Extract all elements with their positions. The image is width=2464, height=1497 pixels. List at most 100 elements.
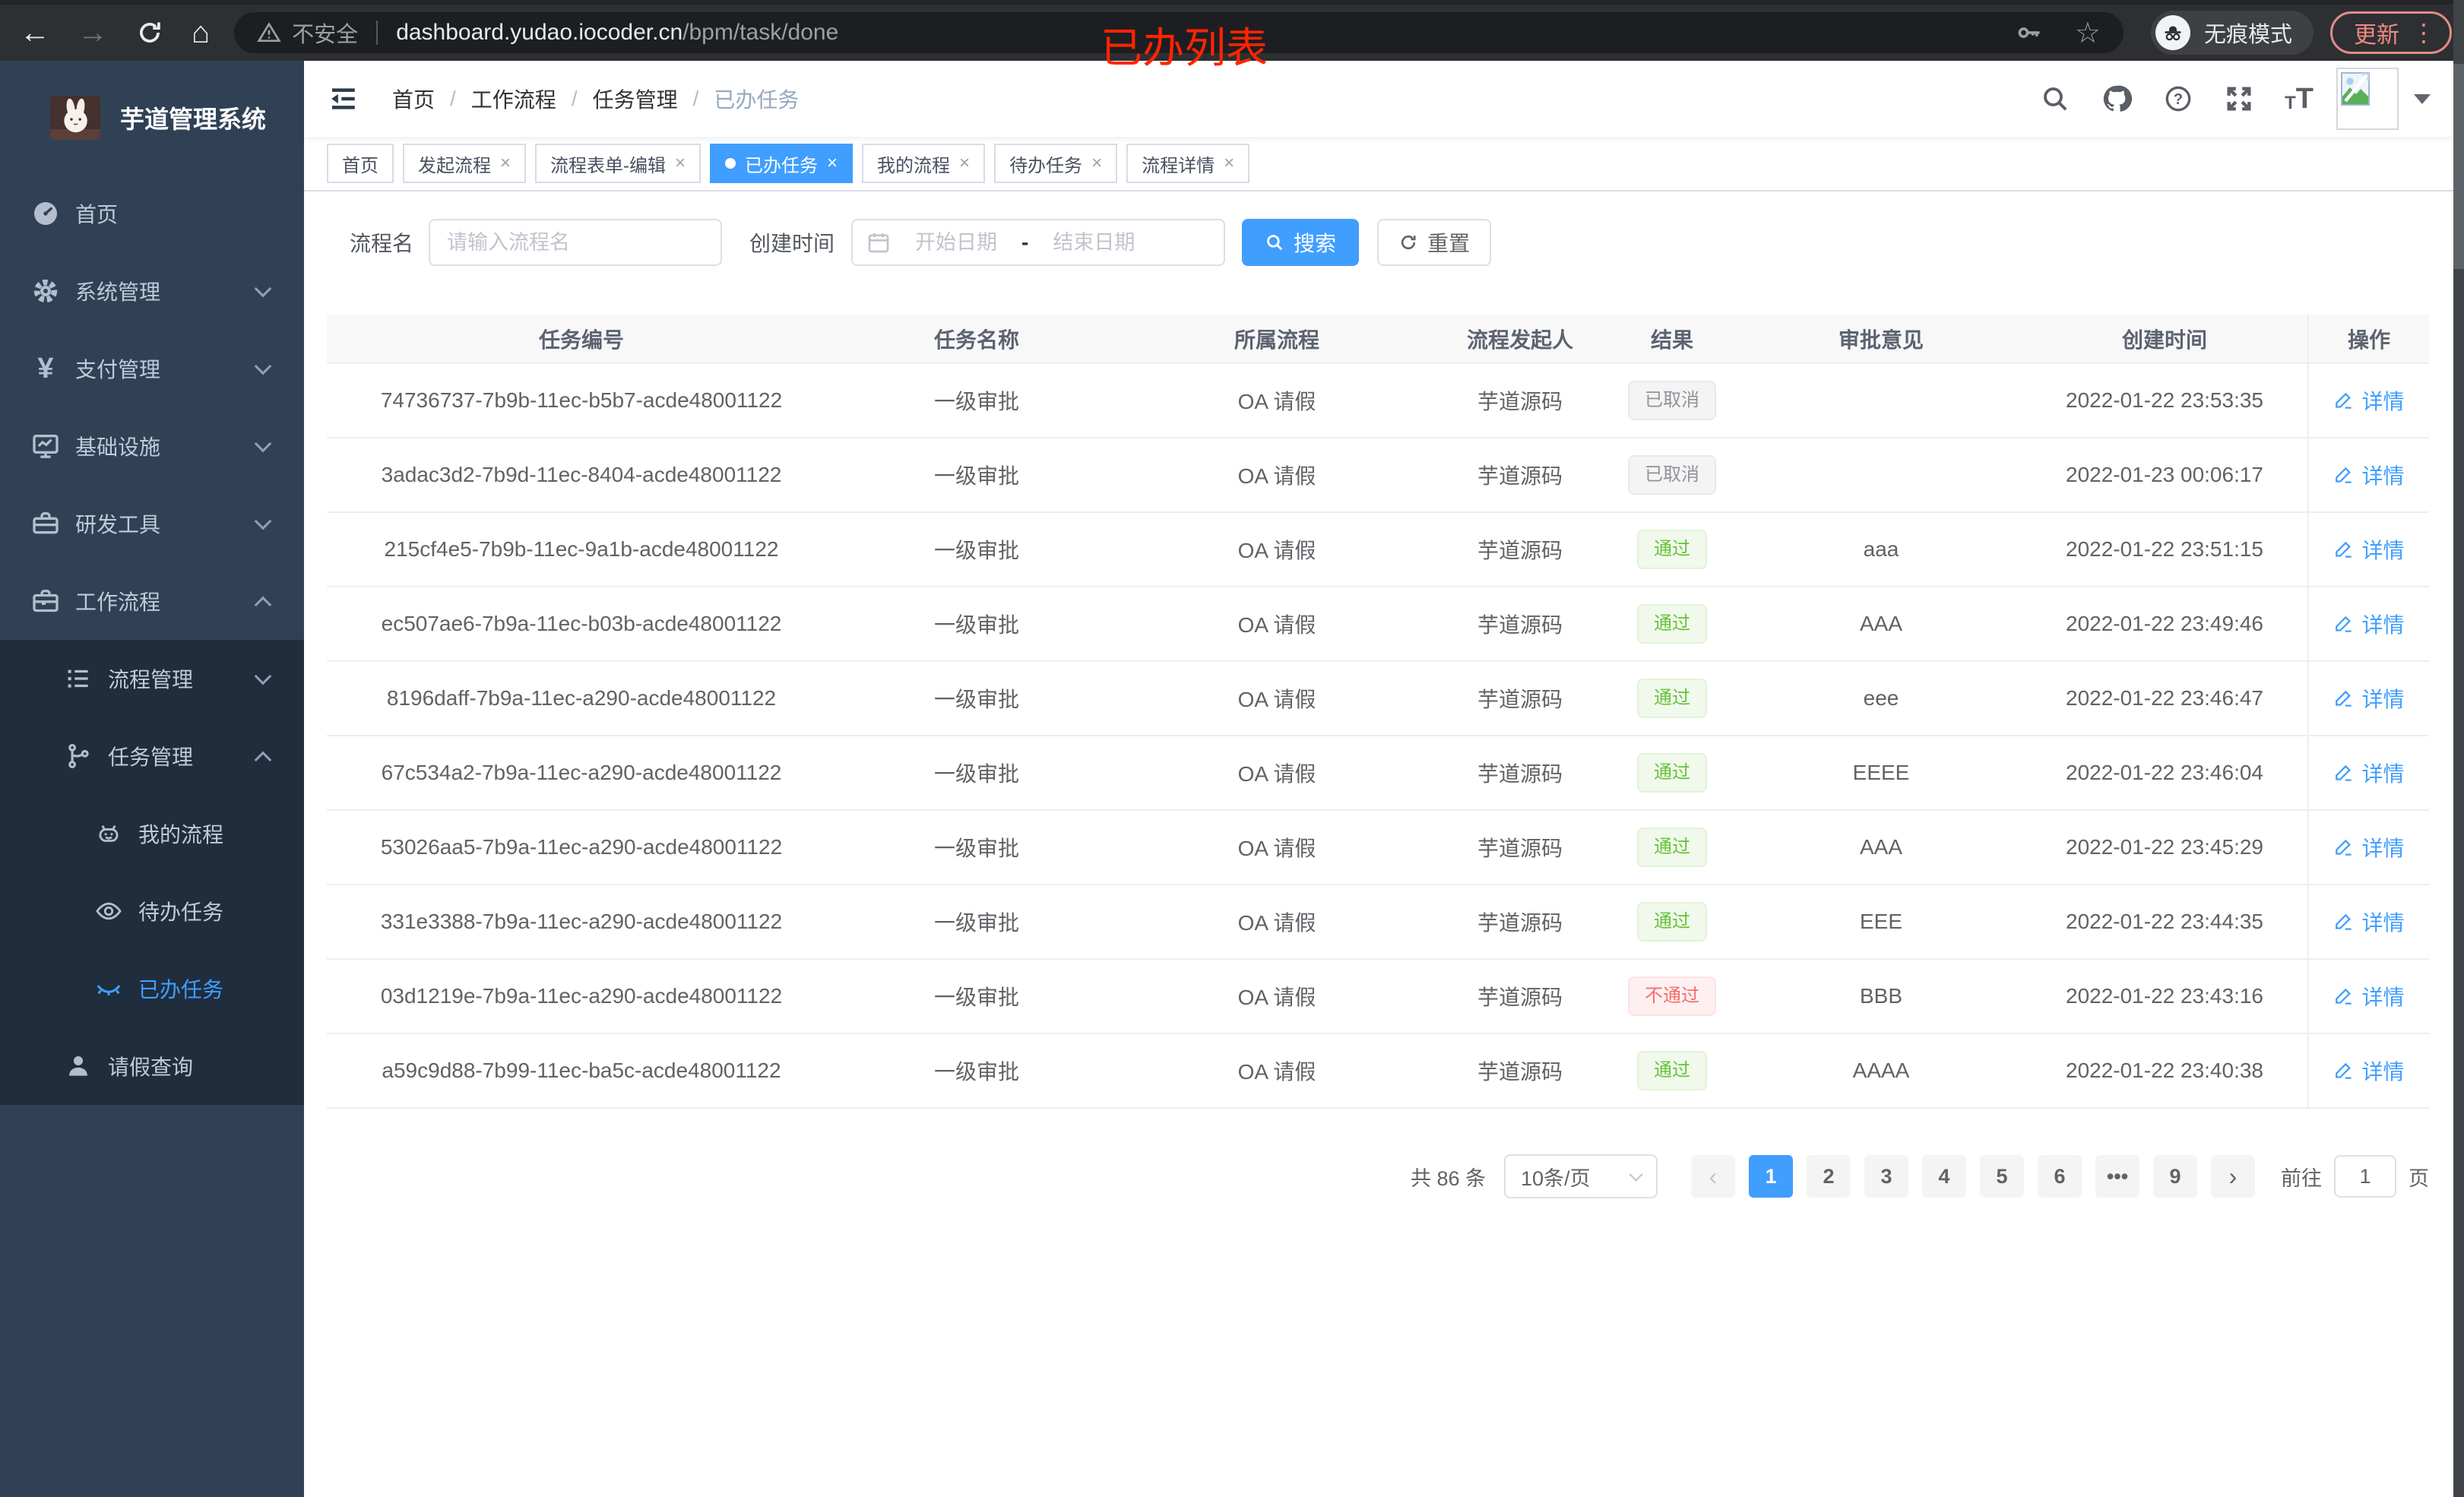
chevron-down-icon (254, 512, 272, 530)
sidebar-item-workflow[interactable]: 工作流程 (0, 562, 304, 640)
detail-button[interactable]: 详情 (2333, 385, 2405, 416)
breadcrumb-task-mgmt[interactable]: 任务管理 (592, 88, 678, 112)
goto-label: 前往 (2281, 1166, 2322, 1190)
close-icon[interactable]: × (1091, 153, 1103, 173)
pagination: 共 86 条 10条/页 ‹ 1 2 3 4 5 6 ••• 9 › (327, 1154, 2429, 1198)
reset-button[interactable]: 重置 (1377, 219, 1492, 266)
detail-button[interactable]: 详情 (2333, 683, 2405, 714)
eye-icon (91, 897, 126, 926)
browser-forward-icon[interactable]: → (78, 16, 108, 49)
page-size-select[interactable]: 10条/页 (1504, 1154, 1658, 1198)
detail-button[interactable]: 详情 (2333, 534, 2405, 565)
tab-home[interactable]: 首页 (327, 144, 394, 183)
browser-home-icon[interactable]: ⌂ (192, 16, 211, 49)
page-button-2[interactable]: 2 (1807, 1155, 1851, 1198)
process-name-input[interactable] (429, 219, 723, 266)
tab-todo-tasks[interactable]: 待办任务 × (994, 144, 1118, 183)
close-icon[interactable]: × (500, 153, 511, 173)
sidebar-item-system[interactable]: 系统管理 (0, 252, 304, 330)
help-icon[interactable]: ? (2163, 84, 2193, 114)
sidebar-item-leave-query[interactable]: 请假查询 (0, 1027, 304, 1105)
detail-button[interactable]: 详情 (2333, 758, 2405, 788)
browser-menu-icon[interactable]: ⋮ (2412, 19, 2436, 46)
date-range-picker[interactable]: - (851, 219, 1226, 266)
sidebar-item-todo-tasks[interactable]: 待办任务 (0, 872, 304, 950)
security-warning-icon[interactable] (257, 21, 281, 45)
list-tree-icon (61, 664, 96, 693)
next-page-button[interactable]: › (2211, 1155, 2255, 1198)
svg-text:?: ? (2174, 91, 2183, 108)
breadcrumb-home[interactable]: 首页 (392, 88, 435, 112)
page-ellipsis-button[interactable]: ••• (2095, 1155, 2139, 1198)
bookmark-star-icon[interactable]: ☆ (2074, 17, 2101, 49)
create-time-label: 创建时间 (749, 232, 835, 255)
page-button-3[interactable]: 3 (1864, 1155, 1908, 1198)
detail-button[interactable]: 详情 (2333, 981, 2405, 1011)
page-button-4[interactable]: 4 (1922, 1155, 1966, 1198)
browser-update-button[interactable]: 更新 ⋮ (2330, 11, 2452, 54)
page-button-5[interactable]: 5 (1980, 1155, 2024, 1198)
sidebar-collapse-icon[interactable] (327, 83, 359, 115)
tab-my-process[interactable]: 我的流程 × (862, 144, 986, 183)
result-badge: 通过 (1637, 902, 1707, 942)
sidebar-item-task-mgmt[interactable]: 任务管理 (0, 717, 304, 795)
sidebar-item-process-mgmt[interactable]: 流程管理 (0, 640, 304, 717)
avatar-caret-icon[interactable] (2414, 93, 2431, 104)
prev-page-button[interactable]: ‹ (1691, 1155, 1735, 1198)
browser-scrollbar[interactable] (2453, 0, 2464, 1497)
close-icon[interactable]: × (827, 153, 838, 173)
col-task-id: 任务编号 (327, 315, 836, 364)
github-icon[interactable] (2101, 83, 2133, 115)
sidebar-item-payment[interactable]: ¥ 支付管理 (0, 330, 304, 407)
robot-icon (91, 819, 126, 848)
detail-button[interactable]: 详情 (2333, 907, 2405, 937)
security-label[interactable]: 不安全 (292, 23, 359, 47)
page-button-9[interactable]: 9 (2153, 1155, 2197, 1198)
fullscreen-icon[interactable] (2224, 84, 2254, 114)
page-button-1[interactable]: 1 (1749, 1155, 1793, 1198)
sidebar: 芋道管理系统 首页 系统管理 ¥ 支付管理 (0, 61, 304, 1497)
url-domain[interactable]: dashboard.yudao.iocoder.cn (396, 20, 683, 45)
active-dot (725, 158, 736, 169)
search-button[interactable]: 搜索 (1242, 219, 1360, 266)
url-path[interactable]: /bpm/task/done (683, 20, 839, 45)
scrollbar-thumb[interactable] (2453, 64, 2464, 269)
tab-process-form-edit[interactable]: 流程表单-编辑 × (535, 144, 702, 183)
tab-done-tasks[interactable]: 已办任务 × (710, 144, 854, 183)
sidebar-item-home[interactable]: 首页 (0, 175, 304, 252)
col-process: 所属流程 (1117, 315, 1436, 364)
chevron-down-icon (254, 435, 272, 453)
detail-button[interactable]: 详情 (2333, 832, 2405, 862)
end-date-input[interactable] (1033, 230, 1155, 255)
yen-icon: ¥ (37, 352, 54, 385)
close-icon[interactable]: × (1224, 153, 1235, 173)
breadcrumb-workflow[interactable]: 工作流程 (470, 88, 556, 112)
page-button-6[interactable]: 6 (2038, 1155, 2082, 1198)
result-badge: 已取消 (1628, 455, 1716, 495)
red-annotation: 已办列表 (1101, 24, 1268, 71)
tab-start-process[interactable]: 发起流程 × (403, 144, 527, 183)
browser-back-icon[interactable]: ← (20, 16, 50, 49)
sidebar-item-my-process[interactable]: 我的流程 (0, 795, 304, 872)
detail-button[interactable]: 详情 (2333, 1055, 2405, 1086)
close-icon[interactable]: × (675, 153, 686, 173)
close-icon[interactable]: × (959, 153, 971, 173)
app-logo-row[interactable]: 芋道管理系统 (0, 61, 304, 175)
start-date-input[interactable] (895, 230, 1018, 255)
browser-reload-icon[interactable] (135, 18, 164, 47)
goto-page-input[interactable] (2334, 1155, 2396, 1198)
col-created: 创建时间 (2022, 315, 2308, 364)
detail-button[interactable]: 详情 (2333, 609, 2405, 639)
sidebar-item-devtools[interactable]: 研发工具 (0, 485, 304, 562)
chevron-down-icon (254, 357, 272, 375)
table-row: a59c9d88-7b99-11ec-ba5c-acde48001122 一级审批… (327, 1033, 2429, 1109)
key-icon[interactable] (2016, 19, 2043, 46)
sidebar-item-done-tasks[interactable]: 已办任务 (0, 950, 304, 1027)
tab-process-detail[interactable]: 流程详情 × (1126, 144, 1250, 183)
sidebar-item-infra[interactable]: 基础设施 (0, 407, 304, 485)
detail-button[interactable]: 详情 (2333, 460, 2405, 490)
address-bar[interactable]: 不安全 dashboard.yudao.iocoder.cn/bpm/task/… (234, 12, 2124, 53)
search-icon[interactable] (2040, 84, 2070, 114)
avatar[interactable] (2336, 68, 2399, 130)
